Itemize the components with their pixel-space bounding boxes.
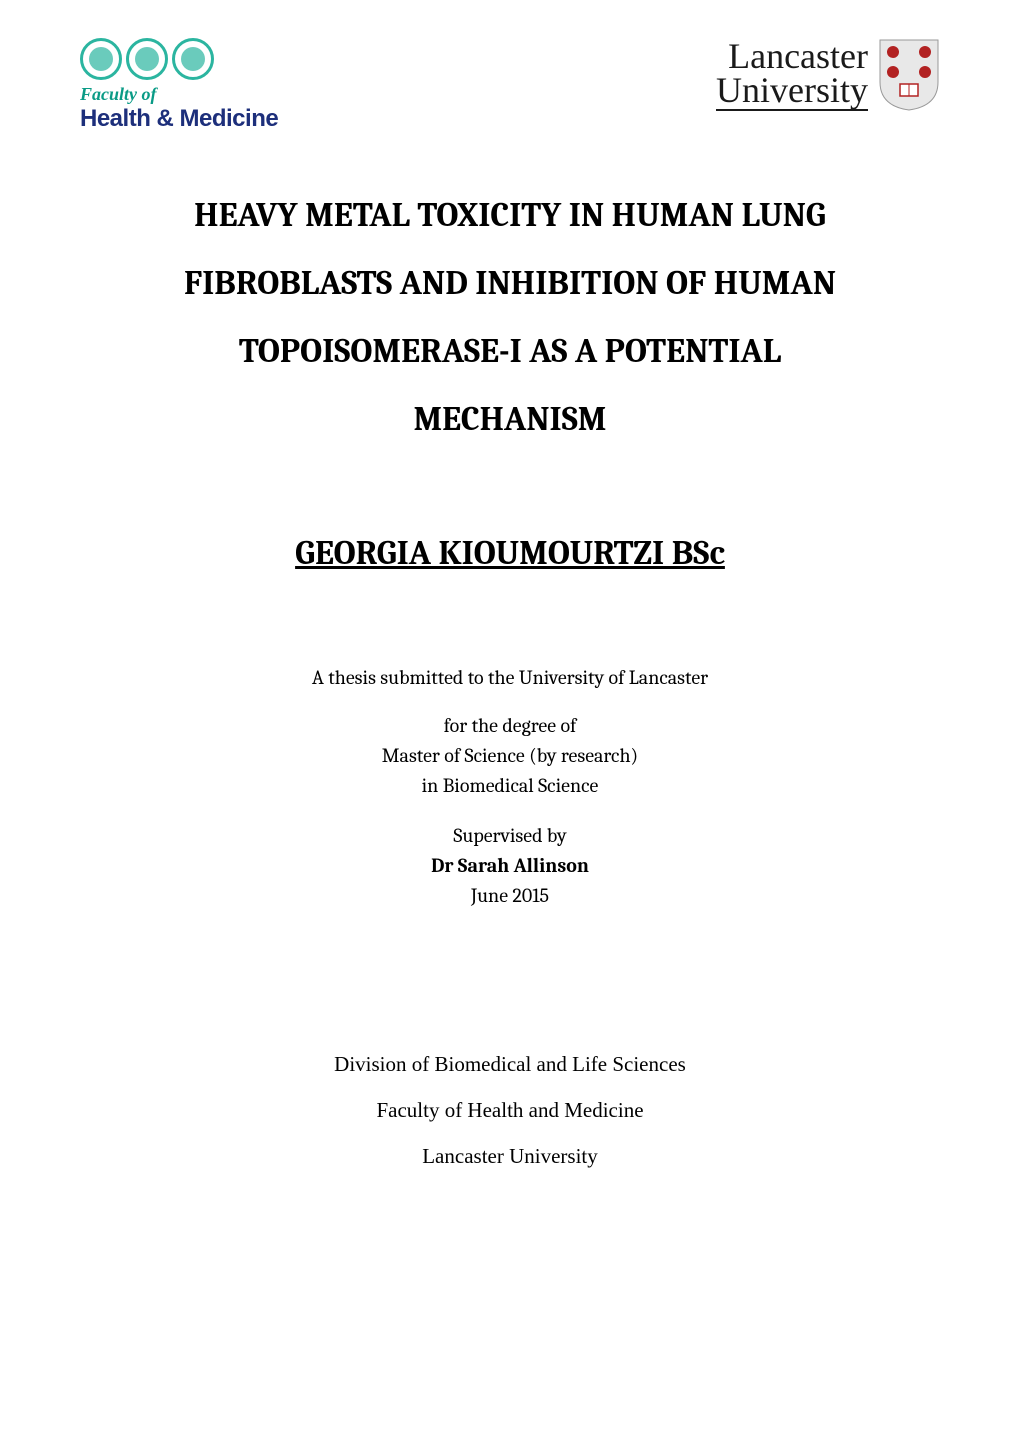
title-line: MECHANISM — [80, 385, 940, 453]
affiliation-line: Lancaster University — [80, 1133, 940, 1179]
university-line2: University — [716, 73, 868, 107]
faculty-icon-circle — [172, 38, 214, 80]
shield-icon — [878, 38, 940, 112]
degree-group: for the degree of Master of Science (by … — [80, 711, 940, 801]
faculty-name: Health & Medicine — [80, 105, 278, 133]
submission-date: June 2015 — [80, 881, 940, 911]
submission-line: A thesis submitted to the University of … — [80, 663, 940, 693]
faculty-icon-circle — [80, 38, 122, 80]
university-text: Lancaster University — [716, 39, 868, 111]
thesis-title: HEAVY METAL TOXICITY IN HUMAN LUNG FIBRO… — [80, 181, 940, 453]
affiliation-line: Faculty of Health and Medicine — [80, 1087, 940, 1133]
title-line: HEAVY METAL TOXICITY IN HUMAN LUNG — [80, 181, 940, 249]
degree-line: for the degree of — [80, 711, 940, 741]
affiliation-line: Division of Biomedical and Life Sciences — [80, 1041, 940, 1087]
university-line1: Lancaster — [716, 39, 868, 73]
faculty-prefix: Faculty of — [80, 84, 157, 105]
faculty-icon-circle — [126, 38, 168, 80]
supervisor-prefix: Supervised by — [80, 821, 940, 851]
affiliation-block: Division of Biomedical and Life Sciences… — [80, 1041, 940, 1180]
degree-line: Master of Science (by research) — [80, 741, 940, 771]
university-logo: Lancaster University — [716, 38, 940, 112]
author-name: GEORGIA KIOUMOURTZI BSc — [80, 533, 940, 573]
supervisor-line: Supervised by Dr Sarah Allinson — [80, 821, 940, 881]
supervisor-group: Supervised by Dr Sarah Allinson June 201… — [80, 821, 940, 911]
header-logos: Faculty of Health & Medicine Lancaster U… — [80, 38, 940, 133]
title-line: FIBROBLASTS AND INHIBITION OF HUMAN — [80, 249, 940, 317]
faculty-logo: Faculty of Health & Medicine — [80, 38, 300, 133]
degree-line: in Biomedical Science — [80, 771, 940, 801]
title-line: TOPOISOMERASE-I AS A POTENTIAL — [80, 317, 940, 385]
faculty-icon-group — [80, 38, 214, 80]
supervisor-name: Dr Sarah Allinson — [80, 851, 940, 881]
submission-block: A thesis submitted to the University of … — [80, 663, 940, 911]
